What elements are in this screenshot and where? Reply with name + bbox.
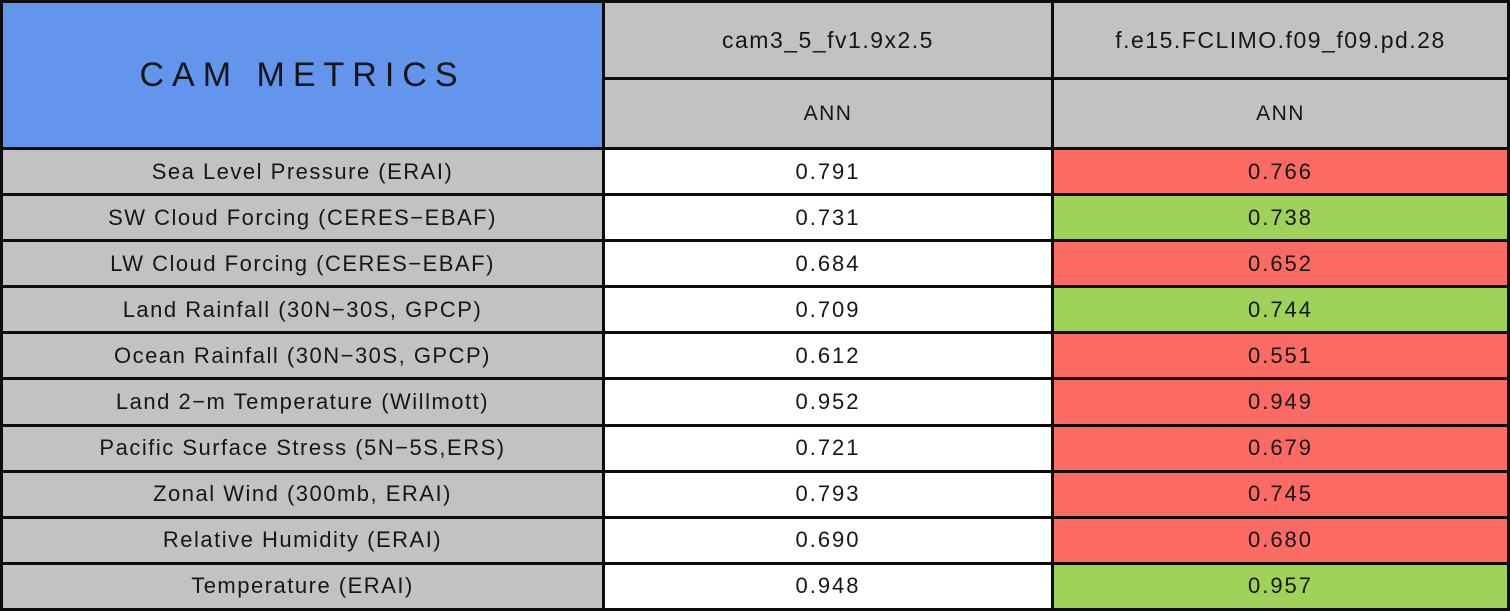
metric-label: LW Cloud Forcing (CERES−EBAF) xyxy=(3,242,602,286)
metric-label: Ocean Rainfall (30N−30S, GPCP) xyxy=(3,334,602,378)
run1-season-header: ANN xyxy=(605,80,1051,147)
metric-label: Land 2−m Temperature (Willmott) xyxy=(3,380,602,424)
metric-label: SW Cloud Forcing (CERES−EBAF) xyxy=(3,196,602,240)
run2-value-cell: 0.957 xyxy=(1054,564,1507,608)
run1-value-cell: 0.731 xyxy=(605,196,1051,240)
run2-value-cell: 0.744 xyxy=(1054,288,1507,332)
run1-value-cell: 0.791 xyxy=(605,150,1051,194)
run1-value-cell: 0.952 xyxy=(605,380,1051,424)
run2-value-cell: 0.766 xyxy=(1054,150,1507,194)
run2-value-cell: 0.738 xyxy=(1054,196,1507,240)
metric-label: Relative Humidity (ERAI) xyxy=(3,518,602,562)
run1-value-cell: 0.709 xyxy=(605,288,1051,332)
metric-label: Land Rainfall (30N−30S, GPCP) xyxy=(3,288,602,332)
run1-value-cell: 0.690 xyxy=(605,518,1051,562)
run1-value-cell: 0.612 xyxy=(605,334,1051,378)
run1-value-cell: 0.948 xyxy=(605,564,1051,608)
metric-label: Pacific Surface Stress (5N−5S,ERS) xyxy=(3,426,602,470)
metric-label: Temperature (ERAI) xyxy=(3,564,602,608)
run2-value-cell: 0.652 xyxy=(1054,242,1507,286)
run1-name-header: cam3_5_fv1.9x2.5 xyxy=(605,3,1051,77)
metric-label: Sea Level Pressure (ERAI) xyxy=(3,150,602,194)
run2-value-cell: 0.745 xyxy=(1054,472,1507,516)
run2-value-cell: 0.680 xyxy=(1054,518,1507,562)
table-title: CAM METRICS xyxy=(3,3,602,147)
run2-value-cell: 0.949 xyxy=(1054,380,1507,424)
run2-name-header: f.e15.FCLIMO.f09_f09.pd.28 xyxy=(1054,3,1507,77)
run1-value-cell: 0.721 xyxy=(605,426,1051,470)
run1-value-cell: 0.684 xyxy=(605,242,1051,286)
run1-value-cell: 0.793 xyxy=(605,472,1051,516)
run2-value-cell: 0.551 xyxy=(1054,334,1507,378)
run2-season-header: ANN xyxy=(1054,80,1507,147)
metric-label: Zonal Wind (300mb, ERAI) xyxy=(3,472,602,516)
run2-value-cell: 0.679 xyxy=(1054,426,1507,470)
